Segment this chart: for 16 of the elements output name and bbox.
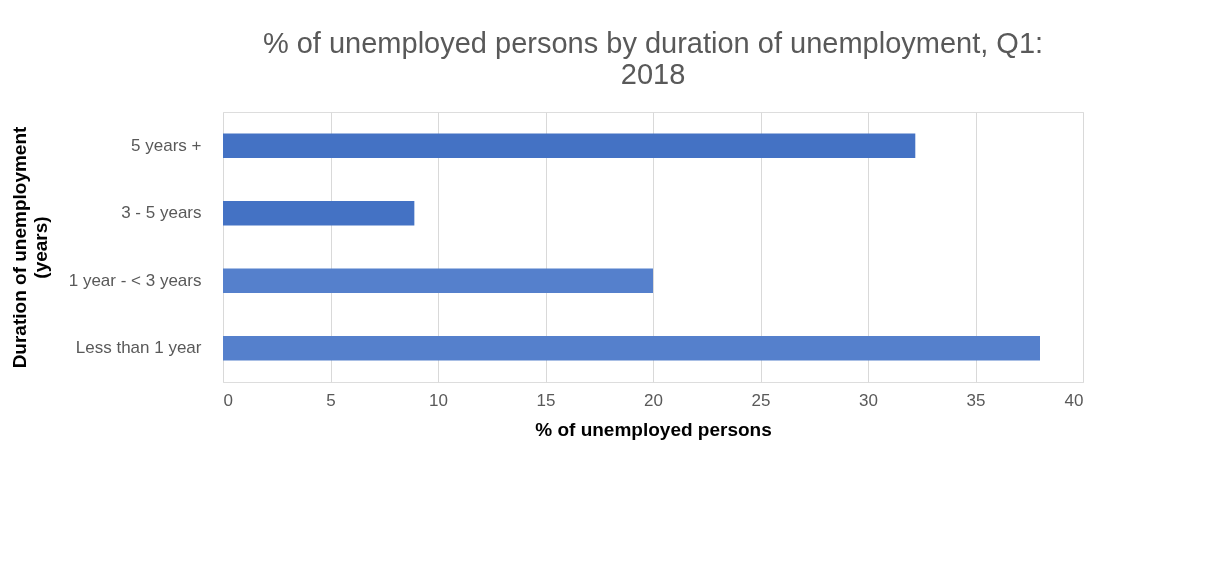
y-tick-label: 5 years +: [131, 135, 202, 155]
x-tick-label: 20: [644, 390, 663, 410]
chart-title: % of unemployed persons by duration of unemployment, Q1: 2018: [262, 27, 1044, 90]
y-tick-label: 3 - 5 years: [121, 203, 202, 223]
x-tick-label: 0: [223, 390, 233, 410]
x-axis-title: % of unemployed persons: [535, 418, 772, 440]
x-tick-label: 5: [326, 390, 336, 410]
y-axis-title: Duration of unemployment (years): [8, 125, 51, 369]
x-tick-label: 40: [1064, 390, 1084, 410]
y-tick-label: 1 year - < 3 years: [68, 270, 202, 290]
x-tick-label: 15: [536, 390, 556, 410]
x-tick-label: 30: [859, 390, 878, 410]
x-tick-label: 25: [751, 390, 771, 410]
y-tick-label: Less than 1 year: [75, 338, 202, 358]
x-tick-label: 10: [429, 390, 448, 410]
x-tick-label: 35: [966, 390, 986, 410]
